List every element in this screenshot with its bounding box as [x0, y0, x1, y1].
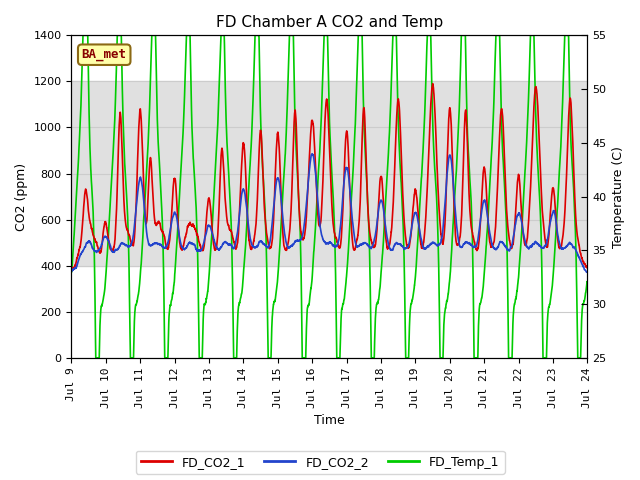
- FD_CO2_2: [474, 236, 482, 241]
- FD_Temp_1: [68, 269, 76, 275]
- Title: FD Chamber A CO2 and Temp: FD Chamber A CO2 and Temp: [216, 15, 443, 30]
- Legend: FD_CO2_1, FD_CO2_2, FD_Temp_1: FD_CO2_1, FD_CO2_2, FD_Temp_1: [136, 451, 504, 474]
- FD_Temp_1: [474, 334, 482, 339]
- FD_CO2_1: [310, 132, 318, 138]
- FD_Temp_1: [583, 279, 591, 285]
- FD_CO2_2: [308, 151, 316, 157]
- FD_Temp_1: [161, 325, 168, 331]
- Bar: [72, 82, 588, 266]
- FD_CO2_1: [584, 264, 591, 269]
- FD_CO2_1: [429, 81, 436, 86]
- Line: FD_CO2_2: FD_CO2_2: [72, 154, 588, 273]
- FD_CO2_2: [584, 269, 591, 275]
- Text: BA_met: BA_met: [82, 48, 127, 61]
- FD_CO2_1: [445, 113, 453, 119]
- X-axis label: Time: Time: [314, 414, 345, 427]
- FD_Temp_1: [310, 245, 318, 251]
- FD_CO2_1: [474, 245, 482, 251]
- FD_CO2_2: [583, 269, 591, 275]
- FD_CO2_1: [417, 237, 424, 243]
- FD_Temp_1: [445, 284, 453, 289]
- FD_CO2_2: [68, 267, 76, 273]
- FD_CO2_2: [584, 270, 591, 276]
- Line: FD_Temp_1: FD_Temp_1: [72, 36, 588, 358]
- FD_CO2_1: [69, 266, 77, 272]
- FD_CO2_1: [161, 233, 168, 239]
- FD_CO2_2: [310, 156, 318, 162]
- FD_CO2_2: [445, 155, 452, 160]
- FD_CO2_2: [417, 231, 424, 237]
- Y-axis label: CO2 (ppm): CO2 (ppm): [15, 163, 28, 231]
- FD_CO2_1: [68, 265, 76, 271]
- Line: FD_CO2_1: FD_CO2_1: [72, 84, 588, 269]
- FD_Temp_1: [92, 355, 100, 360]
- Y-axis label: Temperature (C): Temperature (C): [612, 145, 625, 248]
- FD_Temp_1: [584, 279, 591, 285]
- FD_CO2_1: [583, 264, 591, 270]
- FD_Temp_1: [417, 192, 424, 198]
- FD_Temp_1: [79, 33, 86, 38]
- FD_CO2_2: [160, 245, 168, 251]
